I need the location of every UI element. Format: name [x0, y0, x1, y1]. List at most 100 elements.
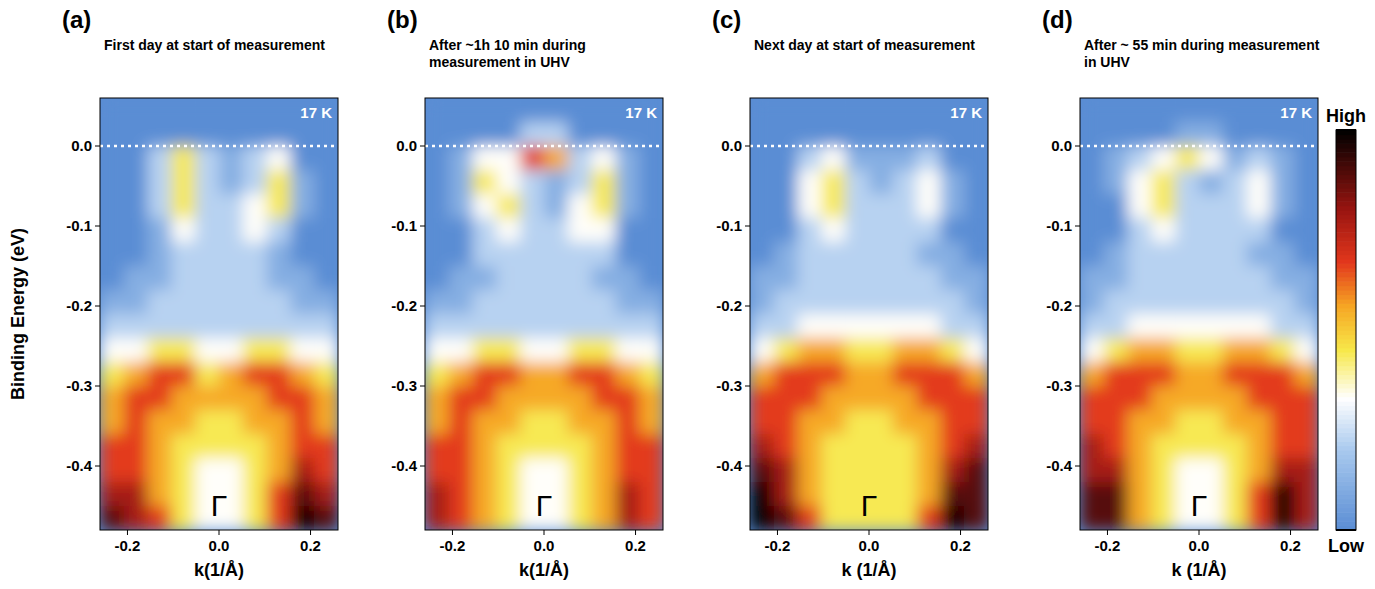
heatmap-cell: [473, 434, 497, 459]
heatmap-cell: [425, 122, 449, 147]
heatmap-cell: [290, 410, 314, 435]
heatmap-cell: [449, 170, 473, 195]
heatmap-cell: [219, 410, 243, 435]
heatmap-cell: [774, 194, 798, 219]
heatmap-cell: [1151, 386, 1175, 411]
heatmap-cell: [520, 218, 544, 243]
heatmap-cell: [1294, 122, 1318, 147]
colorbar-step: [1336, 317, 1356, 322]
colorbar-step: [1336, 134, 1356, 139]
heatmap-cell: [639, 170, 663, 195]
heatmap-cell: [1080, 266, 1104, 291]
colorbar-step: [1336, 423, 1356, 428]
heatmap-cell: [219, 434, 243, 459]
heatmap-cell: [940, 482, 964, 507]
heatmap-cell: [124, 410, 148, 435]
heatmap-cell: [1270, 338, 1294, 363]
heatmap-cell: [267, 122, 291, 147]
heatmap-cell: [1247, 314, 1271, 339]
heatmap-cell: [821, 386, 845, 411]
heatmap-cell: [267, 242, 291, 267]
gamma-label: Γ: [1191, 489, 1208, 522]
heatmap-cell: [568, 314, 592, 339]
heatmap-cell: [1223, 290, 1247, 315]
y-tick-label: -0.3: [66, 377, 92, 394]
heatmap-cell: [219, 386, 243, 411]
colorbar-step: [1336, 197, 1356, 202]
heatmap-cell: [243, 458, 267, 483]
heatmap-cell: [798, 218, 822, 243]
y-tick: [745, 226, 750, 227]
colorbar-step: [1336, 250, 1356, 255]
y-tick: [1075, 146, 1080, 147]
heatmap-cell: [449, 146, 473, 171]
heatmap-cell: [845, 434, 869, 459]
heatmap-cell: [568, 98, 592, 123]
colorbar-step: [1336, 383, 1356, 388]
heatmap-cell: [845, 458, 869, 483]
colorbar-step: [1336, 428, 1356, 433]
heatmap-cell: [592, 266, 616, 291]
heatmap-cell: [798, 386, 822, 411]
y-tick-label: -0.1: [66, 217, 92, 234]
heatmap-cell: [425, 170, 449, 195]
heatmap-cell: [1223, 458, 1247, 483]
x-tick: [635, 530, 636, 535]
heatmap-cell: [171, 482, 195, 507]
heatmap-cell: [100, 146, 124, 171]
colorbar-step: [1336, 468, 1356, 473]
heatmap-cell: [219, 98, 243, 123]
heatmap-cell: [845, 386, 869, 411]
heatmap-cell: [639, 410, 663, 435]
heatmap-cell: [1080, 98, 1104, 123]
heatmap-cell: [148, 362, 172, 387]
colorbar-step: [1336, 308, 1356, 313]
colorbar-step: [1336, 401, 1356, 406]
gamma-label: Γ: [211, 489, 228, 522]
heatmap-cell: [893, 410, 917, 435]
heatmap-cell: [520, 290, 544, 315]
heatmap-cell: [290, 434, 314, 459]
heatmap-cell: [917, 506, 941, 530]
plot-area: [1080, 98, 1318, 530]
heatmap-cell: [243, 266, 267, 291]
heatmap-cell: [774, 98, 798, 123]
y-tick-label: 0.0: [71, 137, 92, 154]
heatmap-cell: [750, 218, 774, 243]
heatmap-cell: [750, 290, 774, 315]
heatmap-cell: [1247, 434, 1271, 459]
heatmap-cell: [964, 242, 988, 267]
heatmap-cell: [219, 218, 243, 243]
heatmap-cell: [314, 506, 338, 530]
heatmap-cell: [473, 146, 497, 171]
heatmap-cell: [1151, 506, 1175, 530]
heatmap-cell: [592, 458, 616, 483]
heatmap-cell: [750, 98, 774, 123]
heatmap-cell: [821, 266, 845, 291]
heatmap: [1080, 98, 1318, 530]
heatmap-cell: [1104, 362, 1128, 387]
heatmap-cell: [148, 98, 172, 123]
heatmap-cell: [520, 242, 544, 267]
heatmap-cell: [940, 338, 964, 363]
colorbar-step: [1336, 166, 1356, 171]
heatmap-cell: [171, 434, 195, 459]
heatmap-cell: [314, 362, 338, 387]
heatmap-cell: [148, 458, 172, 483]
heatmap-cell: [1270, 434, 1294, 459]
heatmap-cell: [171, 218, 195, 243]
heatmap-cell: [1294, 458, 1318, 483]
colorbar-step: [1336, 406, 1356, 411]
heatmap-cell: [148, 506, 172, 530]
heatmap-cell: [496, 290, 520, 315]
heatmap-cell: [195, 98, 219, 123]
heatmap-cell: [1270, 410, 1294, 435]
colorbar-step: [1336, 392, 1356, 397]
heatmap-cell: [1080, 290, 1104, 315]
heatmap-cell: [473, 386, 497, 411]
heatmap-cell: [568, 242, 592, 267]
y-tick: [420, 306, 425, 307]
heatmap-cell: [917, 314, 941, 339]
heatmap-cell: [845, 170, 869, 195]
heatmap-cell: [171, 410, 195, 435]
